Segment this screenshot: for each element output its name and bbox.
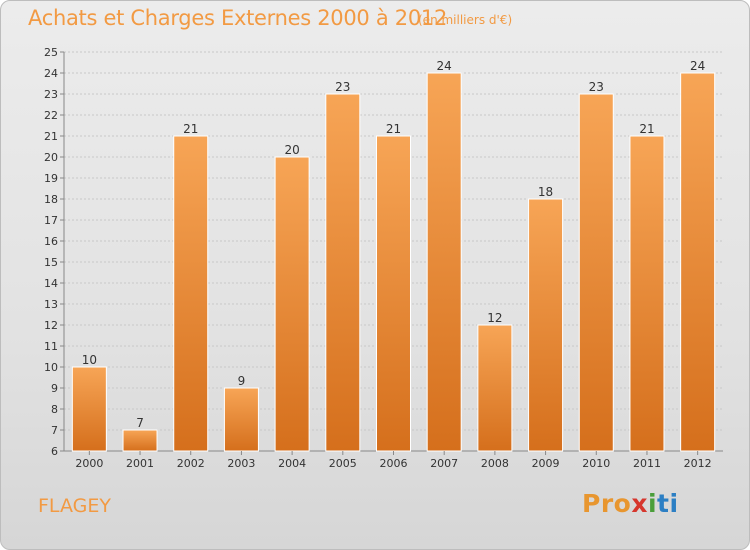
y-tick-label: 14 <box>44 277 58 290</box>
value-label: 18 <box>538 185 553 199</box>
y-tick-label: 13 <box>44 298 58 311</box>
value-label: 23 <box>335 80 350 94</box>
x-tick-label: 2011 <box>633 457 661 470</box>
y-tick-label: 16 <box>44 235 58 248</box>
bar-2011 <box>629 135 665 452</box>
value-label: 7 <box>136 416 144 430</box>
y-tick-label: 17 <box>44 214 58 227</box>
y-tick-label: 19 <box>44 172 58 185</box>
bar-2000 <box>71 366 107 452</box>
x-tick-label: 2009 <box>532 457 560 470</box>
bar-2007 <box>426 72 462 452</box>
y-tick-label: 8 <box>51 403 58 416</box>
y-tick-label: 10 <box>44 361 58 374</box>
bar-2006 <box>376 135 411 452</box>
x-tick-label: 2001 <box>126 457 154 470</box>
bar-2012 <box>680 72 716 452</box>
bar-2003 <box>223 387 259 452</box>
value-label: 24 <box>437 59 452 73</box>
y-tick-label: 24 <box>44 67 58 80</box>
value-label: 9 <box>238 374 246 388</box>
chart-title: Achats et Charges Externes 2000 à 2012 <box>28 6 448 30</box>
x-tick-label: 2012 <box>684 457 712 470</box>
bar-2008 <box>477 324 513 452</box>
y-tick-label: 6 <box>51 445 58 458</box>
y-tick-label: 12 <box>44 319 58 332</box>
y-tick-label: 11 <box>44 340 58 353</box>
proxiti-logo: Proxiti <box>582 489 679 518</box>
x-tick-label: 2010 <box>582 457 610 470</box>
value-label: 21 <box>183 122 198 136</box>
bar-2010 <box>578 93 614 452</box>
y-tick-label: 15 <box>44 256 58 269</box>
y-tick-label: 25 <box>44 46 58 59</box>
y-tick-label: 9 <box>51 382 58 395</box>
bar-2005 <box>325 93 361 452</box>
x-tick-label: 2003 <box>227 457 255 470</box>
commune-name: FLAGEY <box>38 495 111 517</box>
x-tick-label: 2005 <box>329 457 357 470</box>
x-tick-label: 2002 <box>177 457 205 470</box>
y-tick-label: 21 <box>44 130 58 143</box>
y-tick-label: 20 <box>44 151 58 164</box>
value-label: 12 <box>487 311 502 325</box>
bar-2004 <box>274 156 310 452</box>
y-tick-label: 22 <box>44 109 58 122</box>
x-tick-label: 2007 <box>430 457 458 470</box>
value-label: 23 <box>589 80 604 94</box>
value-label: 24 <box>690 59 705 73</box>
value-label: 20 <box>284 143 299 157</box>
y-tick-label: 18 <box>44 193 58 206</box>
bar-2002 <box>173 135 209 452</box>
x-tick-label: 2006 <box>380 457 408 470</box>
chart-subtitle: (en milliers d'€) <box>418 13 513 27</box>
x-tick-label: 2004 <box>278 457 306 470</box>
value-label: 21 <box>639 122 654 136</box>
x-tick-label: 2000 <box>75 457 103 470</box>
bar-2009 <box>528 198 564 452</box>
value-label: 10 <box>82 353 97 367</box>
y-tick-label: 7 <box>51 424 58 437</box>
bar-2001 <box>122 429 158 452</box>
x-tick-label: 2008 <box>481 457 509 470</box>
y-tick-label: 23 <box>44 88 58 101</box>
value-label: 21 <box>386 122 401 136</box>
